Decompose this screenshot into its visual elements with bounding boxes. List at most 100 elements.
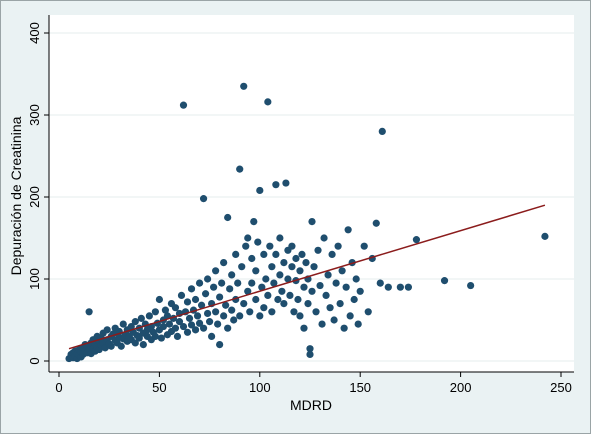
data-point	[240, 82, 248, 90]
data-point	[206, 318, 214, 326]
data-point	[145, 312, 153, 320]
data-point	[199, 324, 208, 332]
data-point	[404, 283, 412, 291]
data-point	[244, 234, 252, 242]
data-point	[163, 312, 172, 320]
data-point	[312, 308, 320, 316]
data-point	[151, 308, 159, 316]
data-point	[340, 324, 348, 332]
data-point	[238, 263, 246, 271]
data-point	[248, 254, 256, 263]
data-point	[161, 306, 170, 314]
data-point	[131, 339, 139, 347]
data-point	[228, 306, 236, 314]
data-point	[352, 275, 360, 283]
data-point	[171, 304, 180, 312]
data-point	[236, 165, 244, 173]
fit-line	[68, 204, 546, 350]
data-point	[234, 279, 242, 287]
data-point	[308, 287, 316, 295]
data-point	[384, 283, 392, 291]
data-point	[232, 250, 240, 258]
data-point	[193, 312, 202, 320]
plot-area	[49, 15, 574, 372]
data-point	[298, 250, 306, 258]
data-point	[230, 316, 238, 324]
data-point	[203, 275, 212, 283]
data-point	[376, 279, 384, 287]
x-axis-label: MDRD	[290, 397, 332, 413]
x-tick-label: 150	[349, 380, 371, 395]
data-point	[157, 334, 166, 342]
data-point	[177, 291, 186, 299]
data-point	[356, 287, 364, 295]
data-point	[254, 238, 262, 246]
data-point	[256, 312, 264, 320]
data-point	[282, 179, 290, 187]
data-point	[288, 263, 296, 271]
data-point	[242, 242, 250, 250]
data-point	[306, 350, 314, 359]
data-point	[378, 127, 386, 135]
data-point	[260, 304, 268, 312]
data-point	[201, 290, 210, 298]
data-point	[268, 263, 276, 271]
data-point	[175, 318, 184, 326]
x-tick-label: 250	[550, 380, 572, 395]
data-point	[85, 308, 93, 316]
data-point	[412, 236, 421, 244]
data-point	[288, 242, 296, 250]
data-point	[151, 332, 159, 340]
data-point	[250, 218, 258, 226]
data-point	[364, 308, 372, 316]
data-point	[256, 186, 264, 195]
data-point	[212, 267, 220, 275]
data-point	[187, 285, 196, 293]
data-point	[246, 308, 254, 316]
data-point	[262, 275, 270, 283]
data-point	[191, 326, 200, 334]
data-point	[210, 283, 218, 291]
data-point	[222, 301, 230, 309]
data-point	[258, 283, 266, 291]
data-point	[260, 250, 268, 258]
data-point	[346, 312, 354, 320]
data-point	[137, 314, 145, 322]
data-point	[131, 318, 139, 326]
y-tick-label: 200	[27, 186, 42, 208]
data-point	[334, 242, 342, 250]
data-points	[65, 82, 549, 363]
x-tick-label: 100	[249, 380, 271, 395]
data-point	[195, 319, 204, 327]
data-point	[183, 328, 192, 336]
data-point	[302, 259, 310, 267]
y-tick-label: 0	[27, 357, 42, 364]
data-point	[290, 308, 298, 316]
y-axis-label: Depuración de Creatinina	[8, 116, 24, 275]
data-point	[179, 322, 188, 331]
data-point	[354, 320, 362, 328]
data-point	[292, 254, 300, 263]
data-point	[197, 301, 206, 309]
data-point	[252, 295, 260, 304]
data-point	[280, 259, 288, 267]
data-point	[342, 283, 350, 291]
data-point	[216, 293, 224, 301]
data-point	[185, 314, 194, 322]
data-point	[308, 218, 316, 226]
data-point	[195, 279, 204, 287]
data-point	[220, 259, 228, 267]
data-point	[264, 98, 272, 106]
data-point	[240, 300, 248, 308]
data-point	[296, 267, 304, 275]
data-point	[274, 295, 282, 304]
data-point	[300, 283, 308, 291]
data-point	[266, 242, 274, 250]
data-point	[332, 279, 340, 287]
data-point	[304, 300, 312, 308]
data-point	[320, 234, 328, 242]
data-point	[324, 271, 332, 279]
data-point	[127, 322, 135, 331]
data-point	[344, 226, 352, 234]
